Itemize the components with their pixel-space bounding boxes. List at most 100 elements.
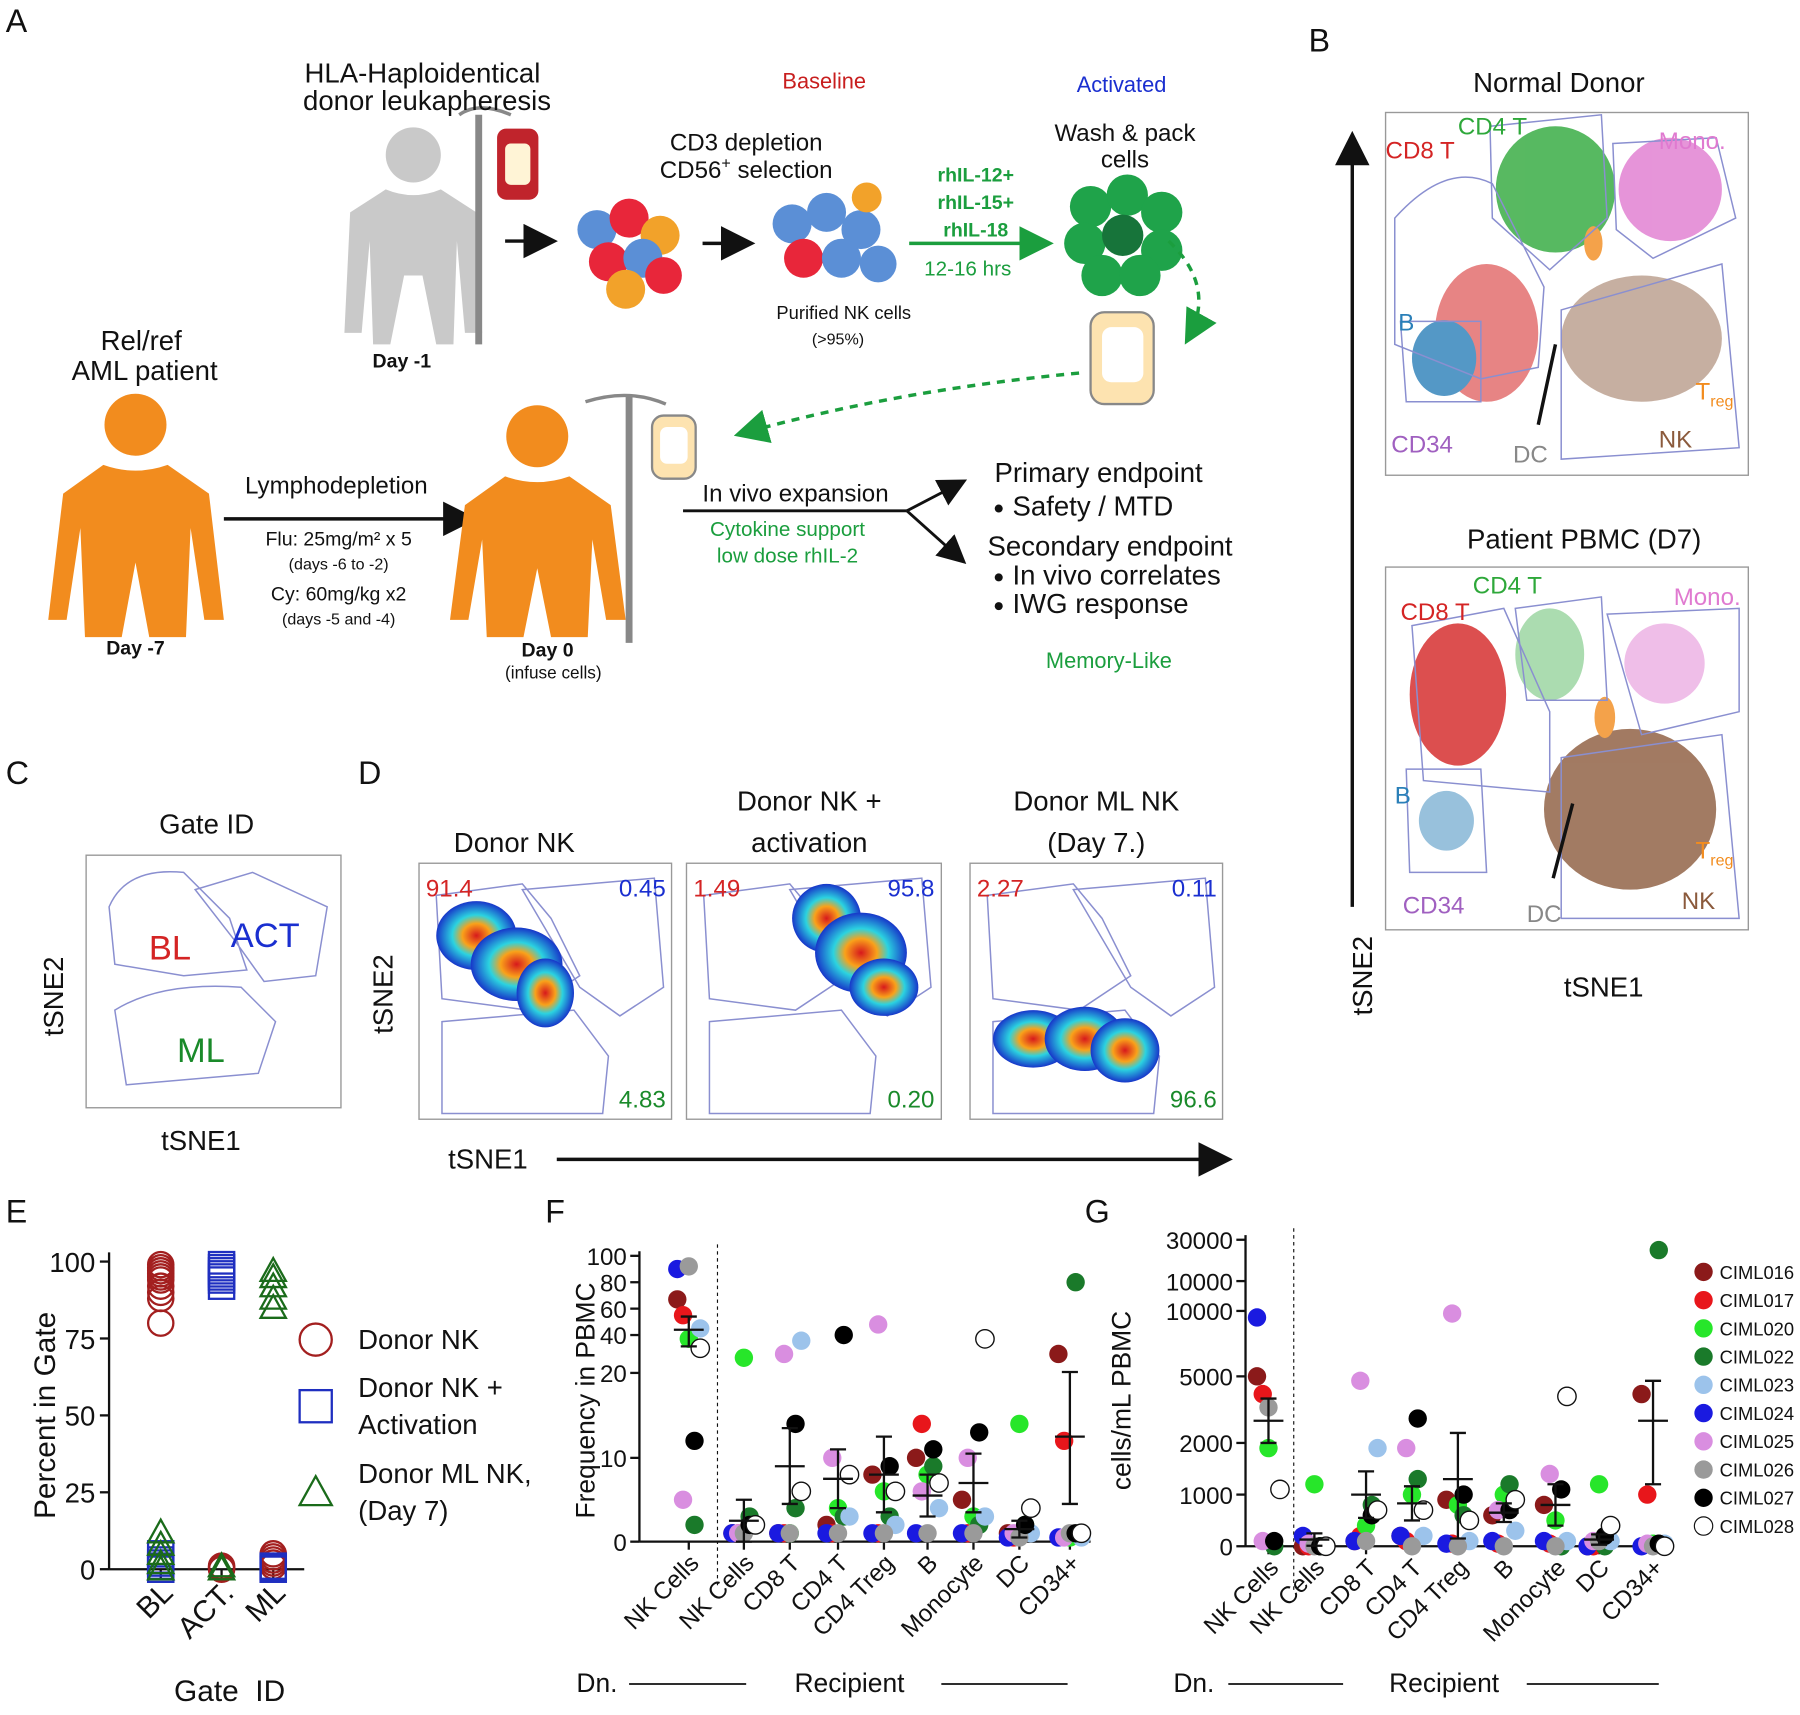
legend-label: CIML016	[1720, 1262, 1794, 1283]
data-point	[1638, 1485, 1657, 1504]
y-tick-label: 2000	[1179, 1431, 1233, 1458]
y-axis-label: Percent in Gate	[29, 1312, 62, 1519]
data-point	[690, 1338, 711, 1359]
group-label: Dn.	[1173, 1668, 1214, 1698]
diagram-text: low dose rhIL-2	[717, 544, 858, 567]
diagram-text: cells	[1101, 147, 1149, 174]
data-point	[1589, 1475, 1609, 1494]
data-point	[964, 1524, 983, 1543]
diagram-text: rhIL-18	[943, 219, 1008, 241]
data-point	[146, 1554, 176, 1581]
diagram-text: Lymphodepletion	[245, 473, 428, 500]
y-tick-label: 5000	[1179, 1365, 1233, 1392]
gate-percent: 0.45	[619, 876, 666, 903]
diagram-text: +	[721, 155, 730, 173]
data-point	[1049, 1344, 1068, 1364]
x-tick-label: Monocyte	[896, 1550, 989, 1643]
data-point	[1071, 1523, 1092, 1544]
y-tick-label: 20	[600, 1361, 627, 1388]
diagram-text: rhIL-12+	[938, 164, 1014, 186]
error-bar	[1591, 1533, 1608, 1546]
error-bar	[919, 1473, 936, 1518]
group-label: Recipient	[794, 1668, 905, 1698]
data-point	[258, 1292, 288, 1319]
y-tick-label: 10000	[1166, 1299, 1233, 1326]
gate-label: ACT	[231, 917, 300, 955]
data-point	[679, 1257, 698, 1276]
cluster-label: CD8 T	[1400, 599, 1469, 626]
error-bar	[1358, 1470, 1375, 1519]
axis-label: tSNE1	[1564, 971, 1644, 1002]
data-point	[1540, 1464, 1559, 1484]
legend-marker	[1694, 1375, 1713, 1395]
data-point	[1442, 1304, 1462, 1323]
gate-percent: 0.11	[1172, 876, 1217, 903]
data-point	[1500, 1475, 1519, 1494]
legend-label: CIML020	[1720, 1318, 1794, 1339]
legend-marker	[1694, 1432, 1713, 1451]
diagram-text: Primary endpoint	[994, 457, 1203, 488]
gate-label: ML	[177, 1032, 225, 1070]
panel-title: Gate ID	[159, 808, 254, 839]
data-point	[918, 1524, 937, 1543]
legend-label: CIML026	[1720, 1459, 1794, 1480]
gate-percent: 96.6	[1170, 1087, 1217, 1114]
legend-marker	[298, 1388, 333, 1424]
diagram-text: Cy: 60mg/kg x2	[271, 583, 406, 605]
y-tick-label: 30000	[1166, 1228, 1233, 1255]
x-tick-label: BL	[130, 1576, 179, 1625]
cluster-label: T	[1696, 838, 1711, 865]
legend-marker	[1694, 1460, 1713, 1479]
data-point	[912, 1414, 931, 1434]
error-bar	[829, 1448, 847, 1510]
gate-percent: 2.27	[977, 876, 1024, 903]
data-point	[1459, 1510, 1480, 1531]
y-tick-label: 50	[65, 1401, 96, 1432]
error-bar	[965, 1452, 982, 1514]
panel-label: C	[6, 755, 29, 791]
y-axis-label: Frequency in PBMC	[571, 1282, 601, 1518]
data-point	[207, 1250, 236, 1279]
data-point	[1413, 1500, 1434, 1520]
gate-label: BL	[149, 930, 191, 968]
cluster-label: Treg	[1696, 378, 1734, 410]
data-point	[745, 1515, 766, 1535]
panel-label: E	[6, 1194, 27, 1230]
cluster-label: CD8 T	[1386, 137, 1455, 164]
data-point	[1367, 1500, 1388, 1520]
diagram-text: IWG response	[1012, 588, 1188, 619]
cluster-label: Mono.	[1674, 584, 1741, 611]
diagram-text: Safety / MTD	[1012, 490, 1173, 521]
y-tick-label: 60	[600, 1297, 627, 1324]
gate-percent: 0.20	[888, 1087, 935, 1114]
data-point	[685, 1515, 704, 1535]
legend-marker	[1694, 1319, 1713, 1338]
error-bar	[1645, 1379, 1662, 1486]
error-bar	[1495, 1502, 1512, 1524]
data-point	[146, 1538, 176, 1566]
axis-label: tSNE2	[1347, 936, 1378, 1016]
error-bar	[1011, 1519, 1028, 1539]
legend-label: CIML027	[1720, 1488, 1794, 1509]
diagram-text: HLA-Haploidentical	[305, 58, 541, 89]
diagram-text: Secondary endpoint	[988, 531, 1233, 562]
legend-marker	[298, 1322, 333, 1357]
data-point	[1020, 1498, 1041, 1519]
data-point	[206, 1554, 237, 1581]
data-point	[1632, 1384, 1651, 1404]
cluster-label: B	[1398, 310, 1414, 337]
data-point	[780, 1524, 799, 1543]
tsne-title: Normal Donor	[1473, 67, 1644, 98]
data-point	[1546, 1537, 1565, 1556]
diagram-text: Purified NK cells	[776, 302, 911, 323]
data-point	[874, 1524, 894, 1543]
data-point	[146, 1250, 175, 1279]
gate-percent: 4.83	[619, 1087, 666, 1114]
y-tick-label: 10	[600, 1446, 627, 1473]
density-title: Donor NK +	[737, 785, 882, 816]
y-tick-label: 80	[600, 1270, 627, 1297]
data-point	[1448, 1537, 1468, 1556]
diagram-text: Rel/ref	[101, 325, 182, 356]
legend-marker	[1694, 1488, 1713, 1507]
data-point	[146, 1309, 175, 1337]
